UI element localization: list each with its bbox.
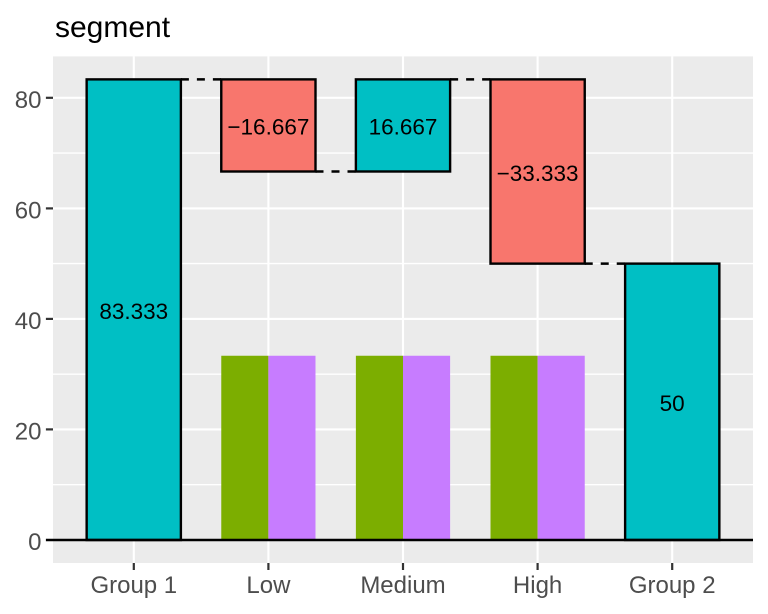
svg-text:High: High	[513, 572, 562, 599]
svg-text:83.333: 83.333	[99, 299, 168, 324]
svg-text:Medium: Medium	[360, 572, 445, 599]
svg-text:Group 2: Group 2	[629, 572, 716, 599]
svg-text:−16.667: −16.667	[227, 115, 309, 140]
svg-text:Low: Low	[246, 572, 291, 599]
svg-text:20: 20	[15, 419, 42, 446]
svg-text:segment: segment	[55, 11, 171, 44]
svg-text:80: 80	[15, 87, 42, 114]
svg-text:−33.333: −33.333	[497, 161, 579, 186]
svg-text:40: 40	[15, 308, 42, 335]
svg-text:16.667: 16.667	[369, 115, 438, 140]
svg-text:0: 0	[28, 529, 41, 556]
svg-text:60: 60	[15, 198, 42, 225]
svg-text:Group 1: Group 1	[90, 572, 177, 599]
svg-text:50: 50	[660, 391, 685, 416]
